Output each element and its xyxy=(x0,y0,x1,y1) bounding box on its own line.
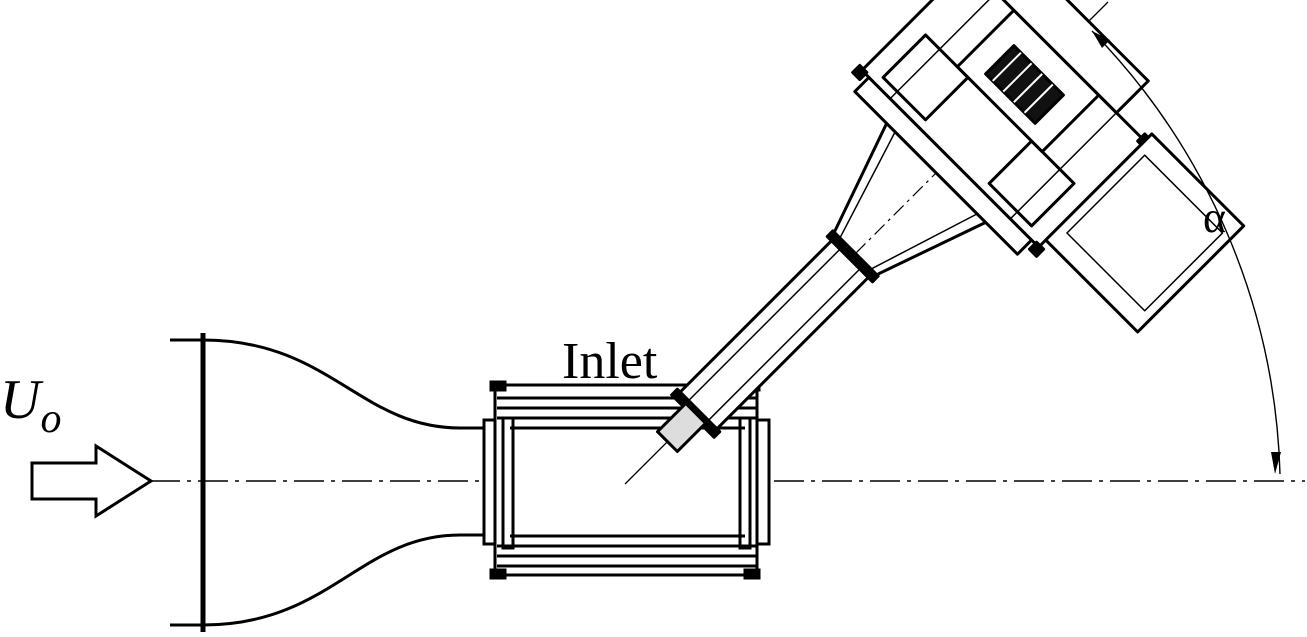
contraction-nozzle xyxy=(170,333,484,632)
arc-arrowhead-top xyxy=(1092,31,1110,48)
angle-alpha-label: α xyxy=(1203,193,1226,242)
flow-arrow xyxy=(30,443,154,519)
angle-arc xyxy=(1091,30,1281,475)
fan-motor-housing xyxy=(851,0,1246,334)
test-section xyxy=(482,380,771,580)
velocity-label: Uo xyxy=(0,369,61,442)
velocity-symbol: U xyxy=(0,369,44,431)
velocity-subscript: o xyxy=(40,396,61,442)
inlet-label: Inlet xyxy=(562,333,658,390)
angled-inlet-assembly xyxy=(656,0,1246,453)
arc-arrowhead-bottom xyxy=(1271,452,1281,474)
angled-inlet-duct xyxy=(656,121,988,453)
